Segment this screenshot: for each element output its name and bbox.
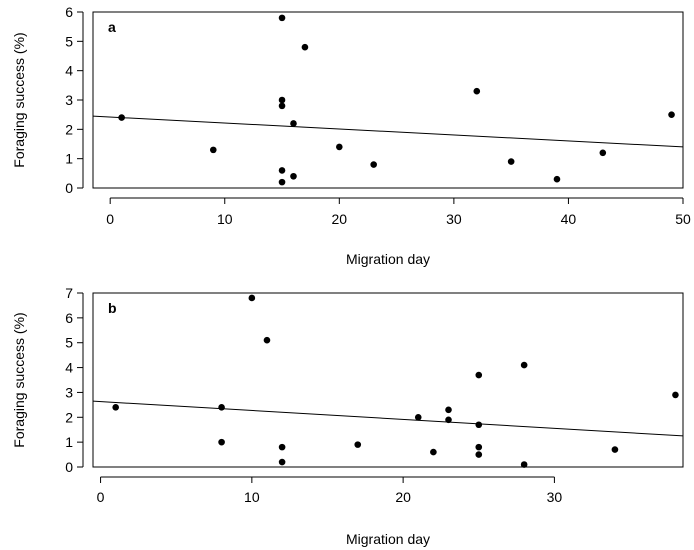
x-axis-title: Migration day — [346, 251, 430, 267]
y-tick-label: 7 — [65, 285, 73, 301]
trend-line — [92, 400, 684, 437]
data-point — [507, 158, 515, 165]
data-point — [336, 143, 343, 151]
x-tick-label: 20 — [332, 211, 348, 227]
y-tick-label: 3 — [65, 92, 73, 108]
data-point — [263, 336, 271, 344]
y-tick-label: 4 — [65, 360, 73, 376]
panel-a: a 0 10 20 30 40 50 0 1 2 3 4 5 6 Migration day Foraging… — [11, 4, 691, 267]
data-point — [520, 361, 528, 369]
y-tick-label: 6 — [65, 4, 73, 20]
x-tick-label: 0 — [97, 489, 105, 505]
y-tick-label: 2 — [65, 409, 73, 425]
y-tick-label: 0 — [65, 459, 73, 475]
panel-letter: a — [108, 19, 116, 35]
data-point — [430, 448, 437, 456]
data-point — [475, 371, 483, 379]
y-tick-label: 4 — [65, 63, 73, 79]
data-point — [278, 443, 286, 451]
data-point — [278, 14, 286, 22]
data-point — [668, 111, 675, 118]
trend-line — [92, 115, 684, 148]
y-tick-label: 1 — [65, 151, 73, 167]
data-point — [218, 404, 225, 411]
data-point — [112, 404, 119, 411]
plot-frame — [92, 292, 684, 468]
data-point — [599, 149, 607, 157]
panel-letter: b — [108, 300, 117, 316]
data-point — [278, 178, 286, 186]
data-point — [301, 43, 309, 51]
data-point — [445, 416, 452, 424]
data-point — [473, 87, 481, 95]
data-point — [445, 406, 452, 414]
plot-frame — [92, 11, 684, 189]
data-point — [248, 294, 256, 302]
data-point — [218, 438, 225, 446]
data-point — [475, 421, 483, 429]
x-tick-label: 0 — [106, 211, 114, 227]
data-point — [118, 114, 125, 121]
y-tick-label: 5 — [65, 33, 73, 49]
y-axis-title: Foraging success (%) — [11, 312, 27, 447]
data-point — [475, 443, 483, 451]
data-point — [354, 441, 362, 448]
data-point — [611, 446, 619, 453]
y-tick-label: 6 — [65, 310, 73, 326]
data-point — [278, 458, 286, 466]
y-tick-label: 3 — [65, 384, 73, 400]
x-tick-label: 30 — [446, 211, 462, 227]
data-point — [278, 96, 286, 104]
x-tick-label: 40 — [561, 211, 577, 227]
data-point — [370, 161, 377, 168]
data-point — [414, 413, 422, 421]
data-point — [278, 167, 286, 174]
y-axis-title: Foraging success (%) — [11, 32, 27, 167]
x-tick-label: 30 — [547, 489, 563, 505]
data-point — [475, 451, 483, 458]
data-point — [209, 146, 217, 154]
x-tick-label: 10 — [244, 489, 260, 505]
x-tick-label: 20 — [395, 489, 411, 505]
panel-b: b 0 10 20 30 0 1 2 3 4 5 6 7 Migration day Foraging su… — [11, 285, 684, 547]
data-point — [672, 391, 679, 399]
y-tick-label: 2 — [65, 121, 73, 137]
data-point — [553, 175, 561, 183]
data-point — [278, 102, 286, 110]
x-tick-label: 50 — [675, 211, 691, 227]
data-point — [290, 120, 297, 127]
x-axis-title: Migration day — [346, 531, 430, 547]
data-point — [520, 461, 528, 468]
data-point — [290, 172, 297, 180]
y-tick-label: 0 — [65, 180, 73, 196]
y-tick-label: 5 — [65, 335, 73, 351]
x-tick-label: 10 — [217, 211, 233, 227]
y-tick-label: 1 — [65, 434, 73, 450]
